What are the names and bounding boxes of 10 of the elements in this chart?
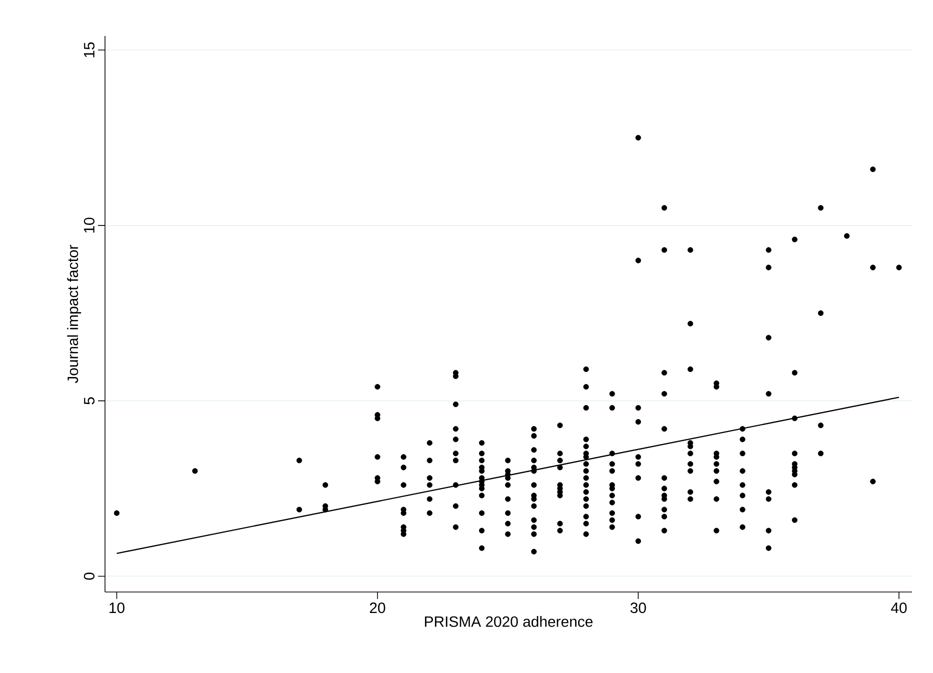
x-tick-label: 10	[110, 602, 124, 614]
x-tick-label: 40	[891, 602, 907, 614]
x-tick-label: 20	[370, 602, 386, 614]
y-tick-label: 10	[84, 218, 94, 233]
y-tick-label: 0	[84, 572, 94, 580]
x-axis-title: PRISMA 2020 adherence	[424, 616, 593, 627]
y-axis-title: Journal impact factor	[67, 244, 82, 384]
y-tick-label: 15	[84, 42, 94, 58]
y-tick-label: 5	[84, 397, 94, 404]
x-tick-label: 30	[630, 602, 646, 614]
